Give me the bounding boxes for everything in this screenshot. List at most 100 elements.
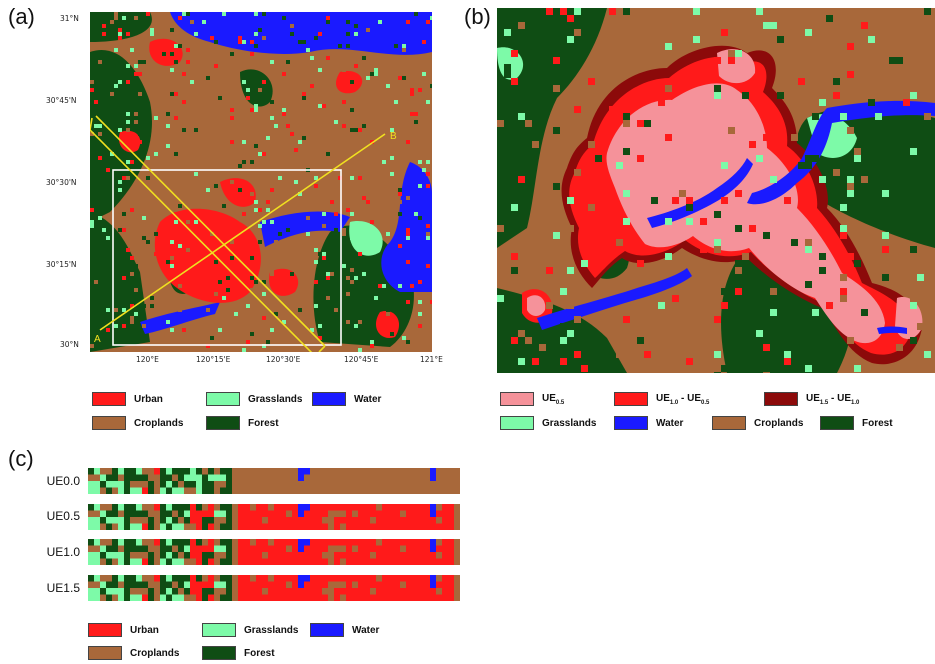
pixel-cell	[250, 332, 254, 336]
pixel-cell	[174, 164, 178, 168]
strip-cell	[394, 481, 400, 488]
pixel-cell	[118, 112, 122, 116]
strip-label: UE0.5	[46, 509, 80, 523]
pixel-cell	[258, 240, 262, 244]
strip-cell	[346, 487, 352, 494]
legend-swatch	[92, 392, 126, 406]
pixel-cell	[749, 225, 756, 232]
pixel-cell	[553, 29, 560, 36]
strip-cell	[154, 575, 160, 582]
legend-label: UE1.0 - UE0.5	[656, 392, 710, 406]
strip-cell	[424, 517, 430, 524]
strip-cell	[232, 523, 238, 530]
pixel-cell	[186, 12, 190, 16]
pixel-cell	[254, 200, 258, 204]
pixel-cell	[326, 20, 330, 24]
strip-cell	[226, 517, 232, 524]
pixel-cell	[354, 80, 358, 84]
strip-cell	[376, 504, 382, 511]
pixel-cell	[406, 232, 410, 236]
strip-cell	[166, 558, 172, 565]
lat-tick: 30°45'N	[46, 96, 77, 105]
pixel-cell	[310, 328, 314, 332]
pixel-cell	[574, 169, 581, 176]
strip-cell	[352, 558, 358, 565]
pixel-cell	[910, 295, 917, 302]
strip-cell	[418, 523, 424, 530]
strip-cell	[430, 504, 436, 511]
strip-cell	[214, 581, 220, 589]
strip-cell	[304, 594, 310, 601]
strip-cell	[340, 545, 346, 553]
strip-cell	[118, 504, 124, 511]
strip-cell	[304, 487, 310, 494]
strip-cell	[88, 468, 94, 475]
strip-cell	[178, 468, 184, 475]
legend-item-water: Water	[310, 623, 379, 637]
strip-cell	[220, 481, 226, 488]
strip-cell	[214, 588, 220, 595]
strip-cell	[268, 581, 274, 589]
pixel-cell	[414, 12, 418, 16]
strip-cell	[274, 510, 280, 518]
strip-cell	[250, 594, 256, 601]
pixel-cell	[318, 252, 322, 256]
strip-cell	[334, 474, 340, 482]
pixel-cell	[574, 106, 581, 113]
strip-cell	[298, 594, 304, 601]
strip-cell	[100, 487, 106, 494]
pixel-cell	[170, 28, 174, 32]
pixel-cell	[777, 36, 784, 43]
pixel-cell	[266, 136, 270, 140]
pixel-cell	[346, 32, 350, 36]
pixel-cell	[798, 344, 805, 351]
strip-cell	[250, 558, 256, 565]
strip-cell	[328, 539, 334, 546]
strip-cell	[172, 594, 178, 601]
strip-cell	[154, 558, 160, 565]
legend-swatch	[614, 392, 648, 406]
strip-cell	[268, 594, 274, 601]
strip-cell	[388, 481, 394, 488]
strip-cell	[406, 504, 412, 511]
strip-cell	[298, 468, 304, 475]
strip-cell	[316, 504, 322, 511]
strip-cell	[130, 487, 136, 494]
pixel-cell	[714, 246, 721, 253]
pixel-cell	[882, 190, 889, 197]
strip-cell	[394, 552, 400, 559]
pixel-cell	[665, 253, 672, 260]
strip-cell	[106, 594, 112, 601]
pixel-cell	[242, 140, 246, 144]
legend-label: UE1.5 - UE1.0	[806, 392, 860, 406]
strip-cell	[142, 481, 148, 488]
legend-swatch	[712, 416, 746, 430]
strip-cell	[100, 588, 106, 595]
pixel-cell	[366, 200, 370, 204]
strip-cell	[286, 594, 292, 601]
strip-cell	[370, 474, 376, 482]
pixel-cell	[170, 240, 174, 244]
strip-cell	[406, 575, 412, 582]
strip-cell	[304, 504, 310, 511]
pixel-cell	[106, 236, 110, 240]
pixel-cell	[763, 372, 770, 373]
strip-cell	[172, 558, 178, 565]
pixel-cell	[903, 22, 910, 29]
strip-cell	[298, 487, 304, 494]
pixel-cell	[230, 108, 234, 112]
pixel-cell	[298, 140, 302, 144]
pixel-cell	[595, 8, 602, 15]
strip-cell	[406, 510, 412, 518]
pixel-cell	[350, 268, 354, 272]
pixel-cell	[623, 113, 630, 120]
pixel-cell	[354, 324, 358, 328]
pixel-cell	[114, 12, 118, 16]
pixel-cell	[609, 8, 616, 15]
pixel-cell	[840, 295, 847, 302]
pixel-cell	[346, 128, 350, 132]
strip-cell	[88, 517, 94, 524]
strip-cell	[226, 474, 232, 482]
strip-cell	[412, 523, 418, 530]
pixel-cell	[290, 132, 294, 136]
